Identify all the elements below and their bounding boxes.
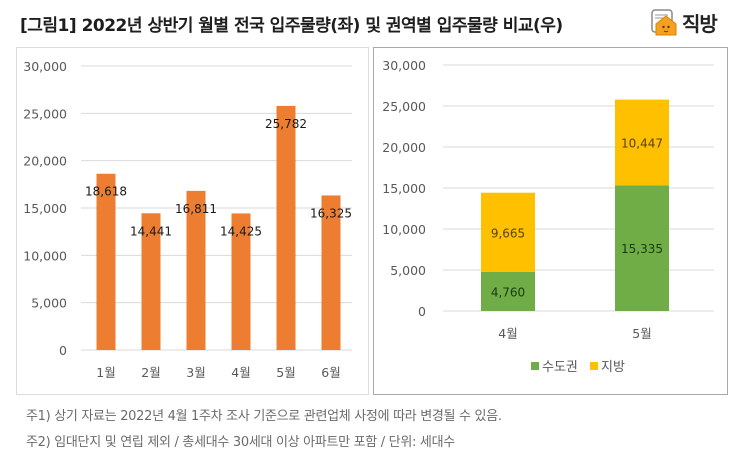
data-label: 9,665 xyxy=(491,226,525,240)
bar-1월 xyxy=(96,173,116,350)
footnote-2: 주2) 임대단지 및 연립 제외 / 총세대수 30세대 이상 아파트만 포함 … xyxy=(26,435,455,450)
x-tick-label: 3월 xyxy=(186,365,205,380)
data-label: 4,760 xyxy=(491,285,525,299)
legend-label: 지방 xyxy=(601,360,625,375)
regional-chart-panel: 0 5,000 10,000 15,000 20,000 25,000 30,000 4,76… xyxy=(373,47,728,395)
y-tick-label: 30,000 xyxy=(382,58,426,73)
data-label: 14,441 xyxy=(130,224,172,238)
x-tick-label: 1월 xyxy=(96,365,115,380)
data-label: 10,447 xyxy=(621,136,663,150)
bar-6월 xyxy=(321,195,341,350)
legend-swatch xyxy=(531,362,539,370)
x-tick-label: 2월 xyxy=(141,365,160,380)
brand-logo: 직방 xyxy=(650,8,718,36)
legend-swatch xyxy=(590,362,598,370)
bar-segment-지방-4월 xyxy=(481,192,535,272)
y-tick-label: 0 xyxy=(59,343,67,358)
y-tick-label: 30,000 xyxy=(23,59,67,74)
x-tick-label: 6월 xyxy=(321,365,340,380)
y-tick-label: 15,000 xyxy=(23,201,67,216)
x-tick-label: 5월 xyxy=(276,365,295,380)
x-tick-label: 4월 xyxy=(231,365,250,380)
y-tick-label: 10,000 xyxy=(382,222,426,237)
y-tick-label: 20,000 xyxy=(382,140,426,155)
data-label: 16,811 xyxy=(175,202,217,216)
footnote-1: 주1) 상기 자료는 2022년 4월 1주차 조사 기준으로 관련업체 사정에… xyxy=(26,409,502,424)
x-tick-label: 5월 xyxy=(632,326,651,341)
y-tick-label: 5,000 xyxy=(31,296,67,311)
bar-segment-지방-5월 xyxy=(615,99,669,186)
regional-stacked-bar-chart: 0 5,000 10,000 15,000 20,000 25,000 30,000 4,76… xyxy=(382,58,714,375)
y-tick-label: 5,000 xyxy=(390,263,426,278)
house-icon xyxy=(651,9,677,36)
y-tick-label: 20,000 xyxy=(23,154,67,169)
y-tick-label: 0 xyxy=(418,304,426,319)
data-label: 15,335 xyxy=(621,242,663,256)
data-label: 18,618 xyxy=(85,185,127,199)
figure-title: [그림1] 2022년 상반기 월별 전국 입주물량(좌) 및 권역별 입주물량… xyxy=(20,16,563,36)
data-label: 14,425 xyxy=(220,224,262,238)
monthly-bar-chart: 0 5,000 10,000 15,000 20,000 25,000 30,000 18,6… xyxy=(23,59,352,380)
y-tick-label: 25,000 xyxy=(23,106,67,121)
y-tick-label: 25,000 xyxy=(382,99,426,114)
bar-5월 xyxy=(276,105,296,350)
legend-label: 수도권 xyxy=(542,360,578,375)
y-tick-label: 10,000 xyxy=(23,248,67,263)
bar-4월 xyxy=(231,213,251,350)
data-label: 16,325 xyxy=(310,206,352,220)
x-tick-label: 4월 xyxy=(498,326,517,341)
logo-text: 직방 xyxy=(682,11,718,36)
data-label: 25,782 xyxy=(265,117,307,131)
bar-segment-수도권-4월 xyxy=(481,271,535,311)
bar-2월 xyxy=(141,213,161,350)
y-tick-label: 15,000 xyxy=(382,181,426,196)
bar-3월 xyxy=(186,190,206,350)
monthly-chart-panel: 0 5,000 10,000 15,000 20,000 25,000 30,000 18,6… xyxy=(16,47,369,395)
bar-segment-수도권-5월 xyxy=(615,185,669,311)
